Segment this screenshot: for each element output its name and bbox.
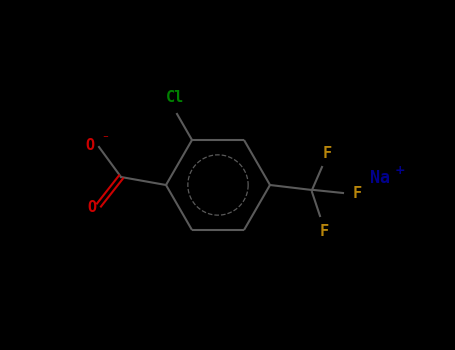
Text: F: F (353, 186, 362, 201)
Text: Cl: Cl (166, 90, 184, 105)
Text: O: O (86, 139, 95, 154)
Text: F: F (323, 146, 332, 161)
Text: F: F (319, 224, 329, 239)
Text: Na: Na (370, 169, 390, 187)
Text: +: + (394, 163, 405, 176)
Text: ⁻: ⁻ (102, 134, 108, 144)
Text: O: O (88, 199, 97, 215)
